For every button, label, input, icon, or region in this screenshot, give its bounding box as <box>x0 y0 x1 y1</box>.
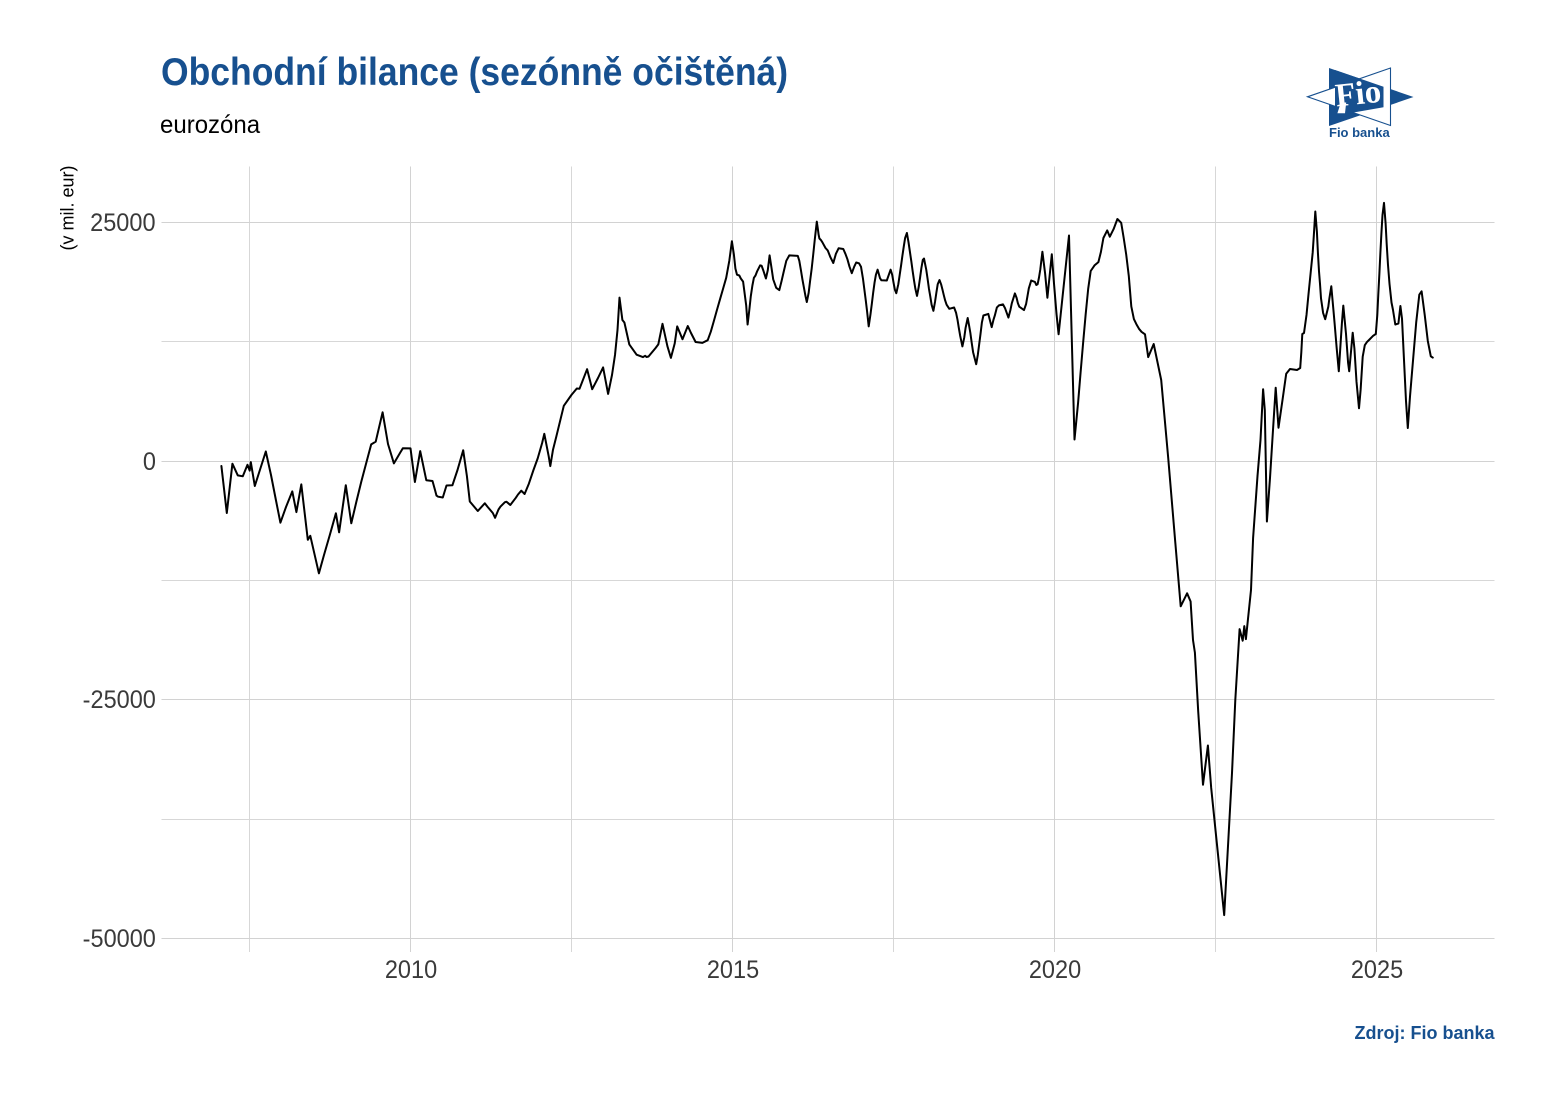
svg-text:Fio: Fio <box>1334 74 1383 115</box>
